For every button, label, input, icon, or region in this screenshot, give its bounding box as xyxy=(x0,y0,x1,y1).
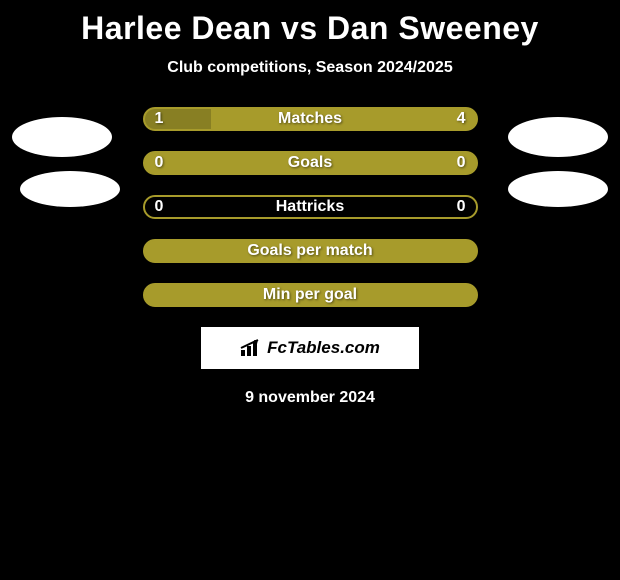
stat-row-goals-per-match: Goals per match xyxy=(143,239,478,263)
stat-label: Min per goal xyxy=(145,286,476,304)
date-text: 9 november 2024 xyxy=(0,389,620,407)
logo-text: FcTables.com xyxy=(267,338,380,358)
stat-bar: 00Hattricks xyxy=(143,195,478,219)
stat-row-hattricks: 00Hattricks xyxy=(143,195,478,219)
stat-label: Matches xyxy=(145,110,476,128)
stat-label: Hattricks xyxy=(145,198,476,216)
stat-label: Goals per match xyxy=(145,242,476,260)
stat-row-matches: 14Matches xyxy=(143,107,478,131)
chart-icon xyxy=(240,339,262,357)
player-right-avatar-1 xyxy=(508,117,608,157)
stat-bar: Min per goal xyxy=(143,283,478,307)
subtitle: Club competitions, Season 2024/2025 xyxy=(0,59,620,77)
stat-row-goals: 00Goals xyxy=(143,151,478,175)
page-title: Harlee Dean vs Dan Sweeney xyxy=(0,0,620,47)
site-logo[interactable]: FcTables.com xyxy=(201,327,419,369)
stat-label: Goals xyxy=(145,154,476,172)
stats-container: 14Matches 00Goals 00Hattricks Goals per mat… xyxy=(0,107,620,307)
stat-bar: 14Matches xyxy=(143,107,478,131)
player-left-avatar-2 xyxy=(20,171,120,207)
stat-row-min-per-goal: Min per goal xyxy=(143,283,478,307)
player-right-avatar-2 xyxy=(508,171,608,207)
stat-bar: 00Goals xyxy=(143,151,478,175)
player-left-avatar-1 xyxy=(12,117,112,157)
stat-bar: Goals per match xyxy=(143,239,478,263)
